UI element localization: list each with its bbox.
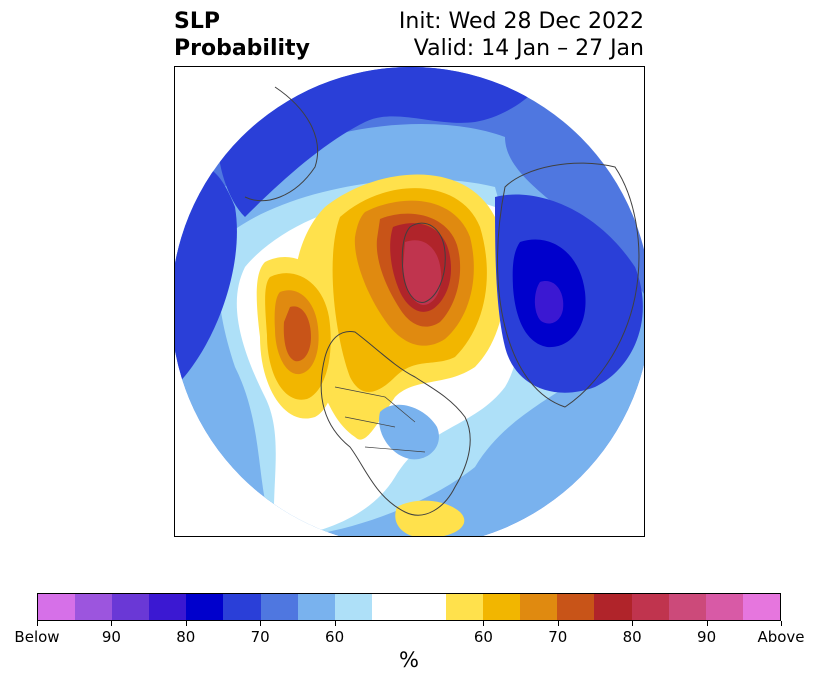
coastlines: [244, 86, 640, 516]
colorbar-tick-label: 60: [473, 628, 493, 646]
title-right: Init: Wed 28 Dec 2022 Valid: 14 Jan – 27…: [399, 8, 644, 62]
field-above-75-pacific: [283, 306, 311, 362]
colorbar-segment: [297, 594, 335, 620]
field-below-75-north: [216, 67, 555, 217]
colorbar-segment: [446, 594, 484, 620]
colorbar-tick-label: 80: [176, 628, 196, 646]
colorbar-segment: [334, 594, 372, 620]
state-boundaries: [334, 386, 426, 453]
colorbar-segment: [38, 594, 76, 620]
colorbar-tick-label: 90: [697, 628, 717, 646]
colorbar: [37, 593, 781, 621]
colorbar-tick: [185, 621, 187, 626]
colorbar-tick: [334, 621, 336, 626]
colorbar-segment: [520, 594, 558, 620]
colorbar-segment: [483, 594, 521, 620]
valid-range: Valid: 14 Jan – 27 Jan: [413, 36, 644, 61]
colorbar-segment: [631, 594, 669, 620]
field-below-85-eurasia: [534, 281, 564, 324]
colorbar-tick: [111, 621, 113, 626]
colorbar-tick-label: 70: [250, 628, 270, 646]
probability-field: [175, 67, 644, 536]
colorbar-segment: [186, 594, 224, 620]
colorbar-segment: [742, 594, 780, 620]
colorbar-tick-label: 90: [101, 628, 121, 646]
colorbar-tick-label: Above: [757, 628, 805, 646]
colorbar-segment: [149, 594, 187, 620]
colorbar-tick: [781, 621, 782, 626]
eurasia-coast: [497, 162, 640, 408]
colorbar-segment: [223, 594, 261, 620]
colorbar-segment: [371, 594, 447, 620]
colorbar-tick: [483, 621, 485, 626]
colorbar-segment: [668, 594, 706, 620]
colorbar-tick-label: 70: [548, 628, 568, 646]
colorbar-tick: [706, 621, 708, 626]
colorbar-segment: [705, 594, 743, 620]
field-above-85: [403, 240, 442, 305]
colorbar-tick-label: Below: [14, 628, 60, 646]
colorbar-tick: [260, 621, 262, 626]
colorbar-segment: [557, 594, 595, 620]
colorbar-tick: [632, 621, 634, 626]
probability-map: [174, 66, 645, 537]
title-left: SLP Probability: [174, 8, 310, 62]
colorbar-tick: [557, 621, 559, 626]
north-america-coast: [320, 330, 471, 516]
field-above-50-gulf: [395, 500, 465, 536]
map-canvas: [175, 67, 644, 536]
init-date: Init: Wed 28 Dec 2022: [398, 9, 644, 34]
colorbar-tick-label: 80: [622, 628, 642, 646]
title-product: Probability: [174, 36, 310, 61]
colorbar-tick-label: 60: [325, 628, 345, 646]
colorbar-tick: [37, 621, 38, 626]
title-variable: SLP: [174, 9, 220, 34]
colorbar-segment: [112, 594, 150, 620]
greenland-coast: [401, 222, 446, 303]
field-below-60-atlantic: [379, 404, 439, 460]
colorbar-segment: [75, 594, 113, 620]
asia-east-coast: [244, 86, 319, 202]
colorbar-unit-label: %: [399, 648, 419, 672]
colorbar-segment: [260, 594, 298, 620]
field-below-75-west: [175, 166, 237, 387]
colorbar-segment: [594, 594, 632, 620]
